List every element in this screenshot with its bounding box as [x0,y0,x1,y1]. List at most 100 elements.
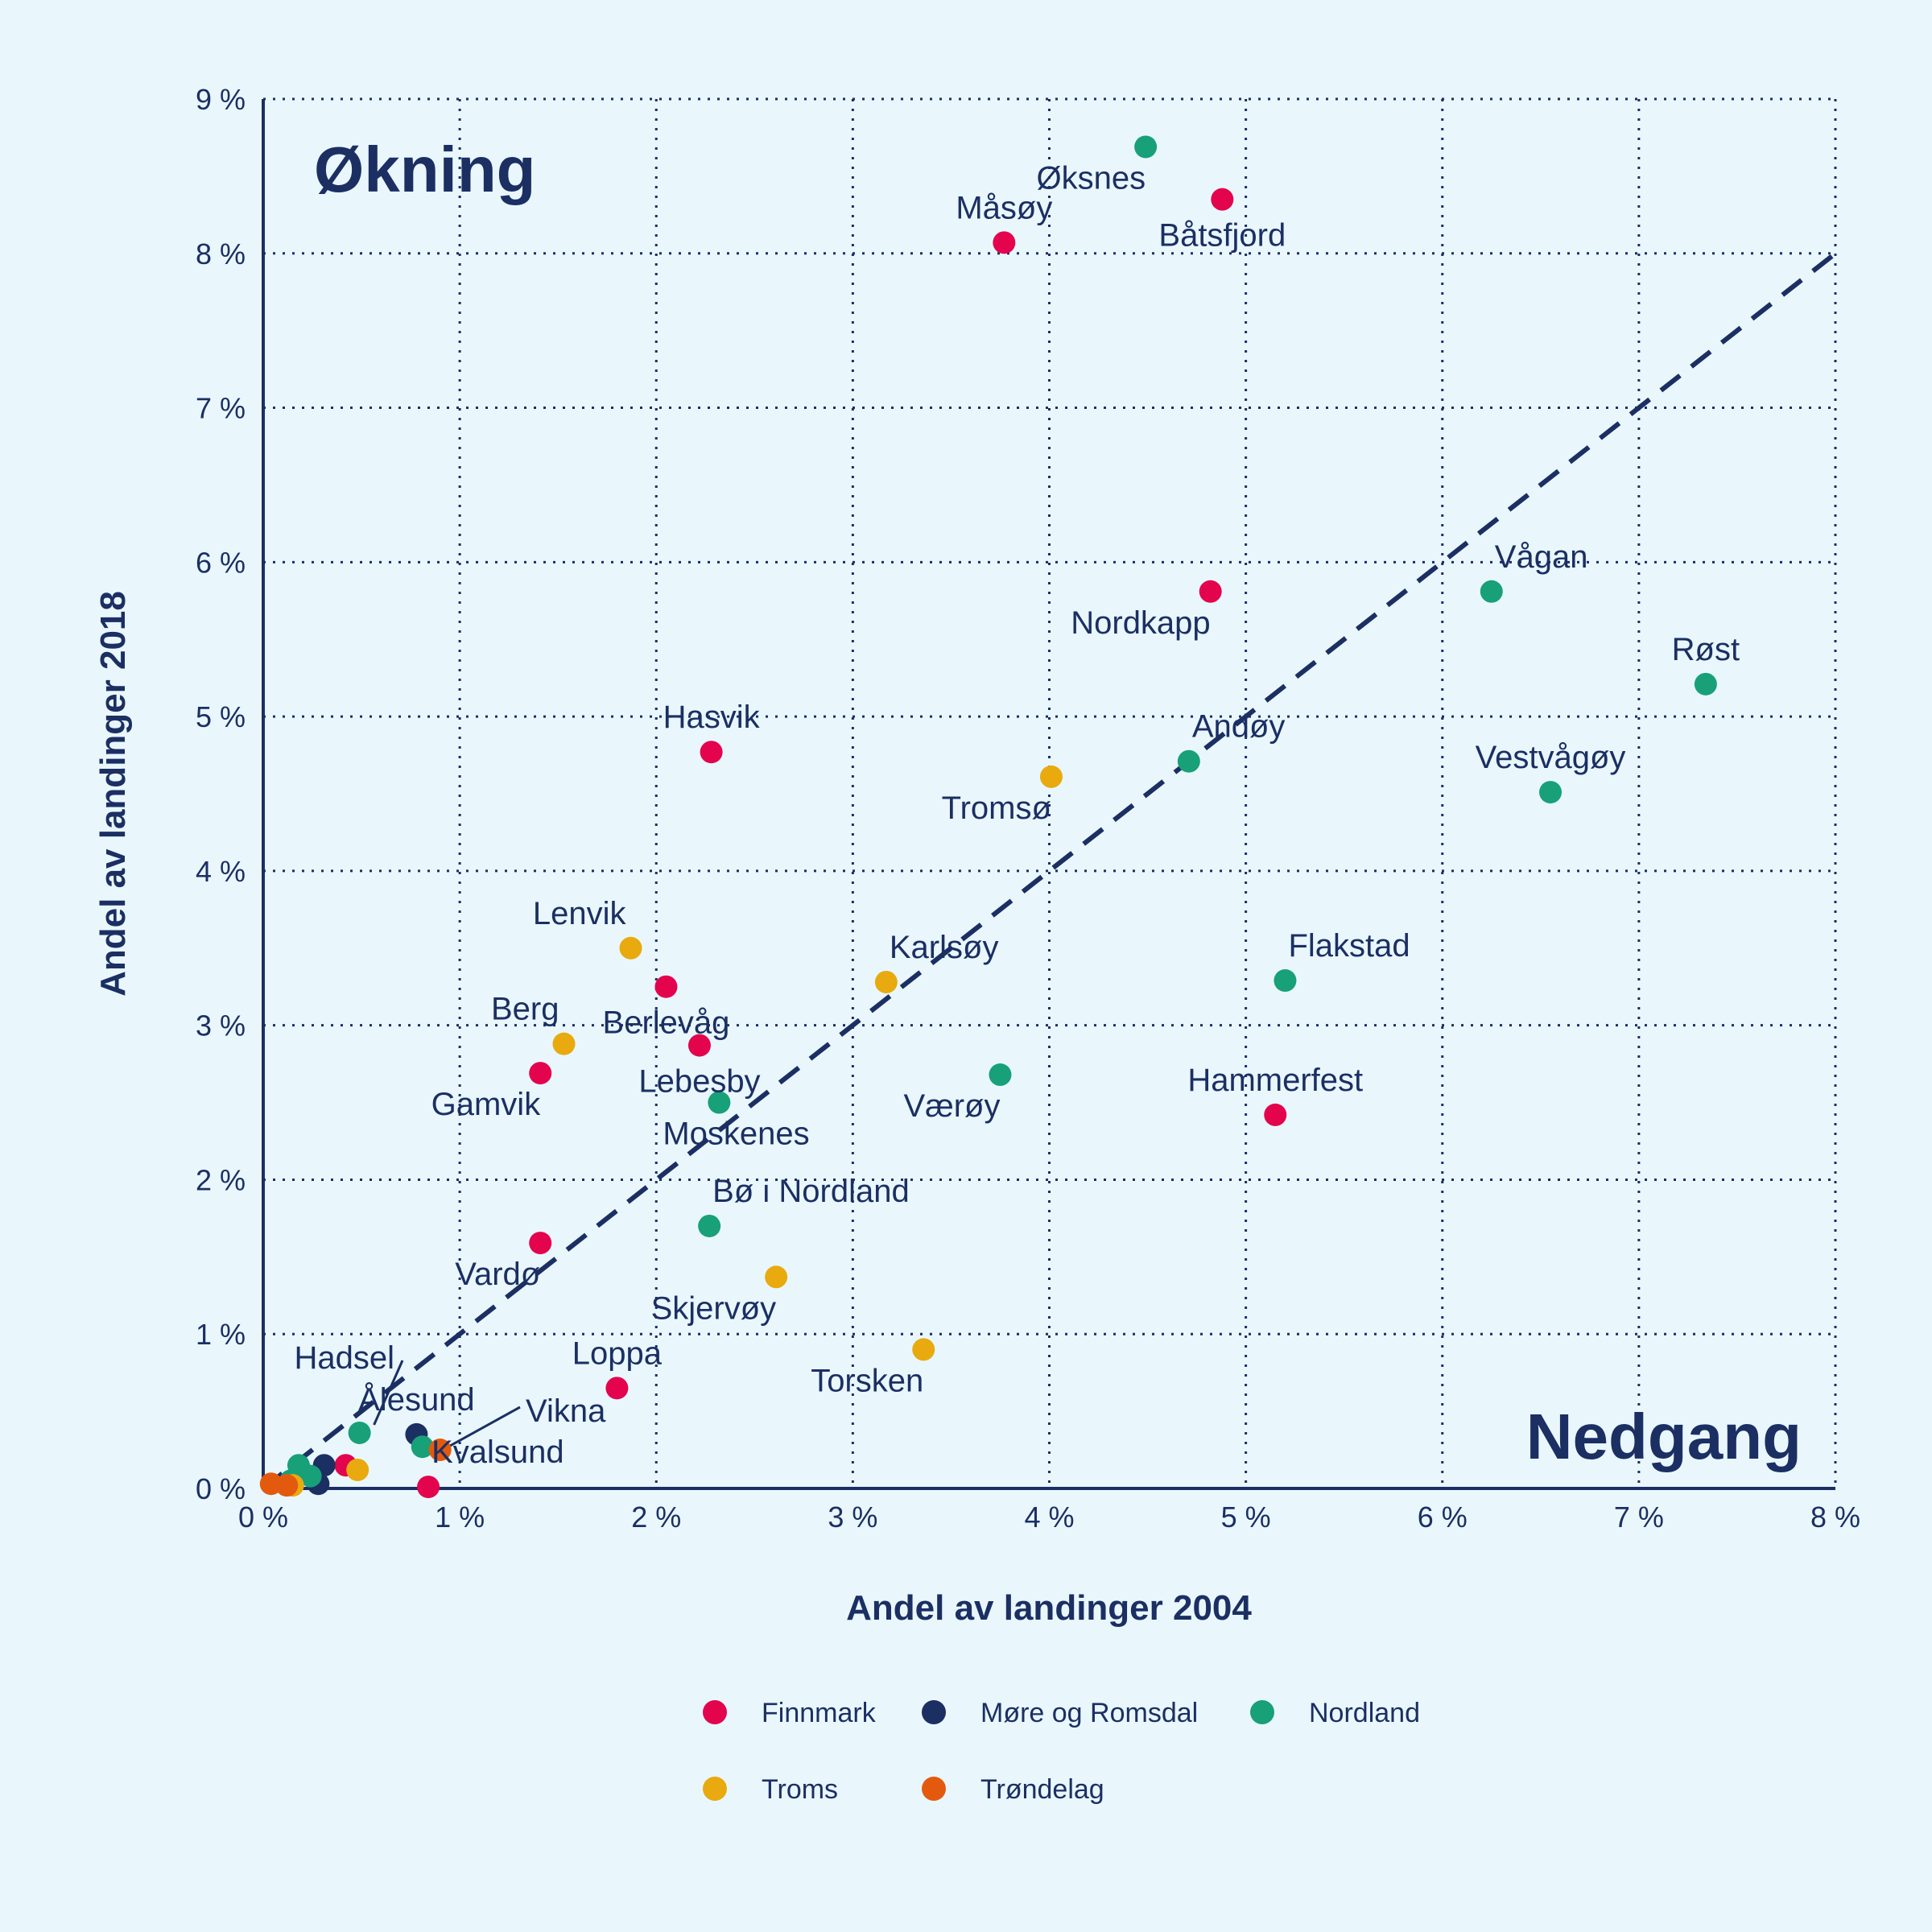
data-point [1480,580,1503,603]
point-label: Hammerfest [1187,1063,1363,1098]
point-label: Torsken [811,1363,923,1398]
point-label: Ålesund [358,1381,475,1418]
point-label: Hasvik [663,700,761,735]
point-label: Vikna [526,1393,606,1429]
y-tick-label: 6 % [196,546,246,579]
y-tick-label: 7 % [196,392,246,425]
x-tick-label: 2 % [631,1501,681,1534]
y-tick-label: 3 % [196,1009,246,1042]
data-point [700,741,723,764]
annotation-increase: Økning [314,134,536,205]
point-label: Lebesby [638,1064,760,1100]
legend-label: Troms [762,1774,838,1805]
data-point [1211,188,1234,211]
point-label: Bø i Nordland [712,1174,910,1209]
data-point [765,1265,788,1289]
point-label: Måsøy [956,190,1052,225]
point-labels: Båtsfjord Måsøy Nordkapp Hasvik Berlevåg Lebe… [294,160,1740,1470]
data-point [619,936,642,960]
tick-labels: 0 % 1 % 2 % 3 % 4 % 5 % 6 % 7 % 8 % 0 % 1 % 2 % 3 % 4… [196,83,1860,1534]
data-point [1199,580,1222,603]
legend-label: Finnmark [762,1698,877,1728]
point-label: Flakstad [1288,928,1410,964]
y-tick-label: 2 % [196,1163,246,1196]
data-point [1539,781,1563,804]
point-label: Vardø [455,1257,540,1292]
point-label: Gamvik [431,1087,542,1122]
data-point [552,1032,576,1055]
point-label: Karlsøy [890,930,999,965]
y-tick-label: 1 % [196,1318,246,1351]
point-label: Kvalsund [431,1435,564,1470]
point-label: Nordkapp [1071,605,1210,641]
x-tick-label: 8 % [1810,1501,1860,1534]
data-point [411,1435,434,1459]
data-point [1694,672,1717,696]
data-point [348,1421,371,1444]
point-label: Berlevåg [603,1005,730,1041]
data-point [417,1476,440,1499]
legend-label: Møre og Romsdal [980,1698,1198,1728]
annotation-decrease: Nedgang [1526,1401,1802,1472]
data-point [989,1063,1012,1087]
y-tick-label: 5 % [196,700,246,733]
data-points [259,135,1717,1499]
legend-marker [922,1777,946,1801]
point-label: Loppa [572,1335,663,1371]
legend: Finnmark Møre og Romsdal Nordland Troms Trøn… [703,1698,1420,1805]
data-point [1039,765,1063,788]
x-axis-title: Andel av landinger 2004 [846,1588,1252,1628]
legend-marker [703,1700,727,1724]
data-point [1264,1103,1287,1126]
point-label: Røst [1672,632,1740,667]
point-label: Andøy [1192,709,1286,745]
legend-label: Trøndelag [980,1774,1104,1805]
data-point [346,1458,369,1481]
point-label: Skjervøy [651,1290,777,1326]
data-point [708,1091,731,1114]
data-point [1274,969,1297,993]
data-point [275,1474,299,1497]
point-label: Båtsfjord [1158,218,1286,254]
x-tick-label: 5 % [1221,1501,1271,1534]
point-label: Moskenes [663,1117,809,1152]
legend-marker [703,1777,727,1801]
point-label: Vestvågøy [1476,740,1626,775]
x-tick-label: 0 % [238,1501,288,1534]
data-point [993,231,1016,254]
x-tick-label: 4 % [1024,1501,1074,1534]
data-point [1177,749,1200,773]
data-point [687,1034,711,1057]
data-point [529,1232,552,1255]
y-tick-label: 9 % [196,83,246,116]
axes [262,99,1835,1490]
legend-label: Nordland [1309,1698,1420,1728]
point-label: Tromsø [942,791,1051,826]
data-point [698,1214,721,1237]
reference-diagonal-line [262,251,1837,1491]
legend-marker [1250,1700,1274,1724]
data-point [912,1338,935,1361]
data-point [605,1377,629,1400]
point-label: Øksnes [1037,160,1146,196]
legend-marker [922,1700,946,1724]
data-point [428,1439,452,1462]
y-axis-title: Andel av landinger 2018 [93,591,133,997]
point-label: Berg [491,992,559,1027]
data-point [654,975,678,998]
data-point [1134,135,1158,159]
point-label: Vågan [1495,539,1588,575]
y-tick-label: 0 % [196,1472,246,1505]
data-point [529,1062,552,1085]
leader-lines [373,1360,521,1455]
data-point [299,1464,322,1488]
point-label: Hadsel [294,1340,394,1376]
x-tick-label: 7 % [1614,1501,1664,1534]
point-label: Lenvik [533,896,627,931]
x-tick-label: 3 % [828,1501,877,1534]
data-point [874,970,898,993]
x-tick-label: 1 % [435,1501,485,1534]
y-tick-label: 8 % [196,237,246,270]
